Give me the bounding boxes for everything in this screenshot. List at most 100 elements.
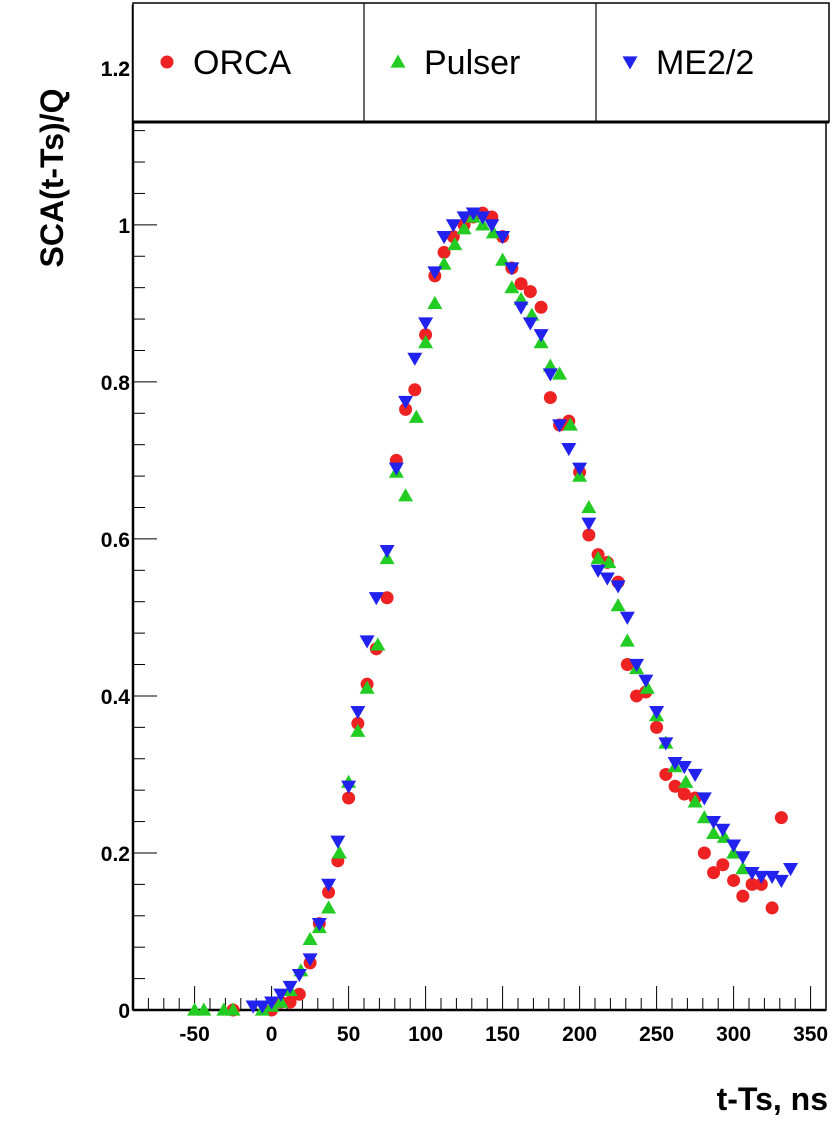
data-point <box>687 794 703 808</box>
data-point <box>735 851 751 865</box>
data-point <box>447 236 463 251</box>
data-point <box>399 402 413 416</box>
data-point <box>533 329 549 343</box>
data-point <box>736 889 750 903</box>
data-point <box>292 987 306 1001</box>
data-point <box>504 280 520 294</box>
data-point <box>350 706 366 720</box>
legend-label: Pulser <box>424 44 520 82</box>
data-point <box>744 866 760 881</box>
data-point <box>522 317 538 331</box>
data-point <box>427 266 443 280</box>
data-point <box>715 823 731 837</box>
y-tick-label: 0.6 <box>101 529 130 552</box>
data-point <box>350 723 366 737</box>
data-points <box>187 206 799 1017</box>
x-tick-label: 50 <box>337 1023 360 1046</box>
data-point <box>773 874 789 888</box>
data-point <box>668 779 682 793</box>
data-point <box>351 716 365 730</box>
x-tick-label: 200 <box>562 1023 597 1046</box>
data-point <box>552 366 568 380</box>
data-point <box>254 1000 270 1014</box>
data-point <box>562 417 578 431</box>
x-tick-label: 250 <box>639 1023 674 1046</box>
data-point <box>437 245 451 259</box>
y-tick-label: 1 <box>118 215 130 238</box>
data-point <box>225 1002 241 1016</box>
data-point <box>610 580 626 594</box>
y-axis-title: SCA(t-Ts)/Q <box>34 89 70 268</box>
data-point <box>273 988 289 1002</box>
data-point <box>445 219 461 233</box>
data-point <box>658 737 674 751</box>
data-point <box>638 674 654 688</box>
data-point <box>388 462 404 476</box>
data-point <box>321 878 337 892</box>
data-point <box>599 572 615 586</box>
data-point <box>765 901 779 915</box>
data-point <box>419 328 433 342</box>
data-point <box>407 352 423 366</box>
data-point <box>331 845 347 859</box>
data-point <box>726 839 742 853</box>
data-point <box>677 787 691 801</box>
data-point <box>513 301 529 315</box>
data-point <box>322 885 336 899</box>
data-point <box>465 207 481 221</box>
data-point <box>398 488 414 502</box>
data-point <box>196 1002 212 1016</box>
data-point <box>783 863 799 877</box>
data-point <box>302 953 318 967</box>
data-point <box>359 680 375 694</box>
axis-tick-labels: -50 0 50 100 150 200 250 300 350 0 0.2 0.4 0.6 0.8 1 1.… <box>101 58 828 1046</box>
data-point <box>408 409 424 423</box>
data-point <box>321 900 337 914</box>
legend: ORCA Pulser ME2/2 1.2 <box>101 2 830 124</box>
legend-marker <box>390 54 406 68</box>
data-point <box>764 870 780 885</box>
x-axis-title: t-Ts, ns <box>717 1081 828 1117</box>
data-point <box>706 815 722 830</box>
data-point <box>590 551 606 565</box>
data-point <box>590 564 606 578</box>
data-point <box>542 368 558 382</box>
data-point <box>581 517 597 531</box>
data-point <box>436 230 452 245</box>
data-point <box>456 221 472 235</box>
data-point <box>581 500 597 514</box>
data-point <box>456 211 472 225</box>
data-point <box>368 592 384 606</box>
y-tick-label: 0.4 <box>101 686 131 709</box>
x-tick-label: 350 <box>793 1023 828 1046</box>
x-tick-label: -50 <box>179 1023 209 1046</box>
data-point <box>341 780 357 794</box>
y-tick-label: 0 <box>118 1000 130 1023</box>
data-point <box>745 877 759 891</box>
data-point <box>753 870 769 885</box>
data-point <box>379 545 395 559</box>
series-pulser <box>187 209 751 1016</box>
data-point <box>282 980 298 994</box>
data-point <box>359 635 375 649</box>
data-point <box>342 791 356 805</box>
data-point <box>495 230 511 245</box>
data-point <box>398 395 414 410</box>
data-point <box>687 768 703 782</box>
data-point <box>543 391 557 405</box>
legend-label: ORCA <box>193 44 292 82</box>
legend-marker <box>622 56 638 70</box>
data-point <box>485 225 501 239</box>
data-point <box>667 757 683 771</box>
data-point <box>619 611 635 625</box>
legend-marker <box>160 55 174 69</box>
data-point <box>716 858 730 872</box>
data-point <box>408 383 422 397</box>
data-point <box>427 295 443 309</box>
legend-box <box>132 2 830 123</box>
data-point <box>696 810 712 824</box>
data-point <box>534 300 548 314</box>
data-point <box>561 442 577 457</box>
data-point <box>639 680 655 694</box>
